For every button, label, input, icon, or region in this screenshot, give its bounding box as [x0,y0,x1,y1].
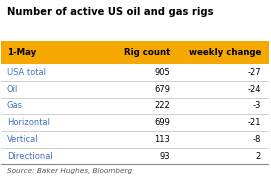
Text: 699: 699 [154,118,170,127]
Text: 113: 113 [154,135,170,144]
Text: USA total: USA total [7,68,46,77]
Text: 222: 222 [154,101,170,110]
Text: 2: 2 [256,152,261,161]
Text: -3: -3 [253,101,261,110]
Text: Source: Baker Hughes, Bloomberg: Source: Baker Hughes, Bloomberg [7,168,132,174]
Text: Gas: Gas [7,101,23,110]
Text: Number of active US oil and gas rigs: Number of active US oil and gas rigs [7,7,213,17]
Text: Directional: Directional [7,152,53,161]
Text: Oil: Oil [7,85,18,94]
Text: -8: -8 [253,135,261,144]
Text: 93: 93 [159,152,170,161]
Bar [1,41,269,64]
Text: 1-May: 1-May [7,48,36,57]
Text: Rig count: Rig count [124,48,170,57]
Text: Horizontal: Horizontal [7,118,50,127]
Text: -24: -24 [247,85,261,94]
Text: -21: -21 [247,118,261,127]
Text: weekly change: weekly change [189,48,261,57]
Text: 679: 679 [154,85,170,94]
Text: 905: 905 [154,68,170,77]
Text: Vertical: Vertical [7,135,38,144]
Text: -27: -27 [247,68,261,77]
